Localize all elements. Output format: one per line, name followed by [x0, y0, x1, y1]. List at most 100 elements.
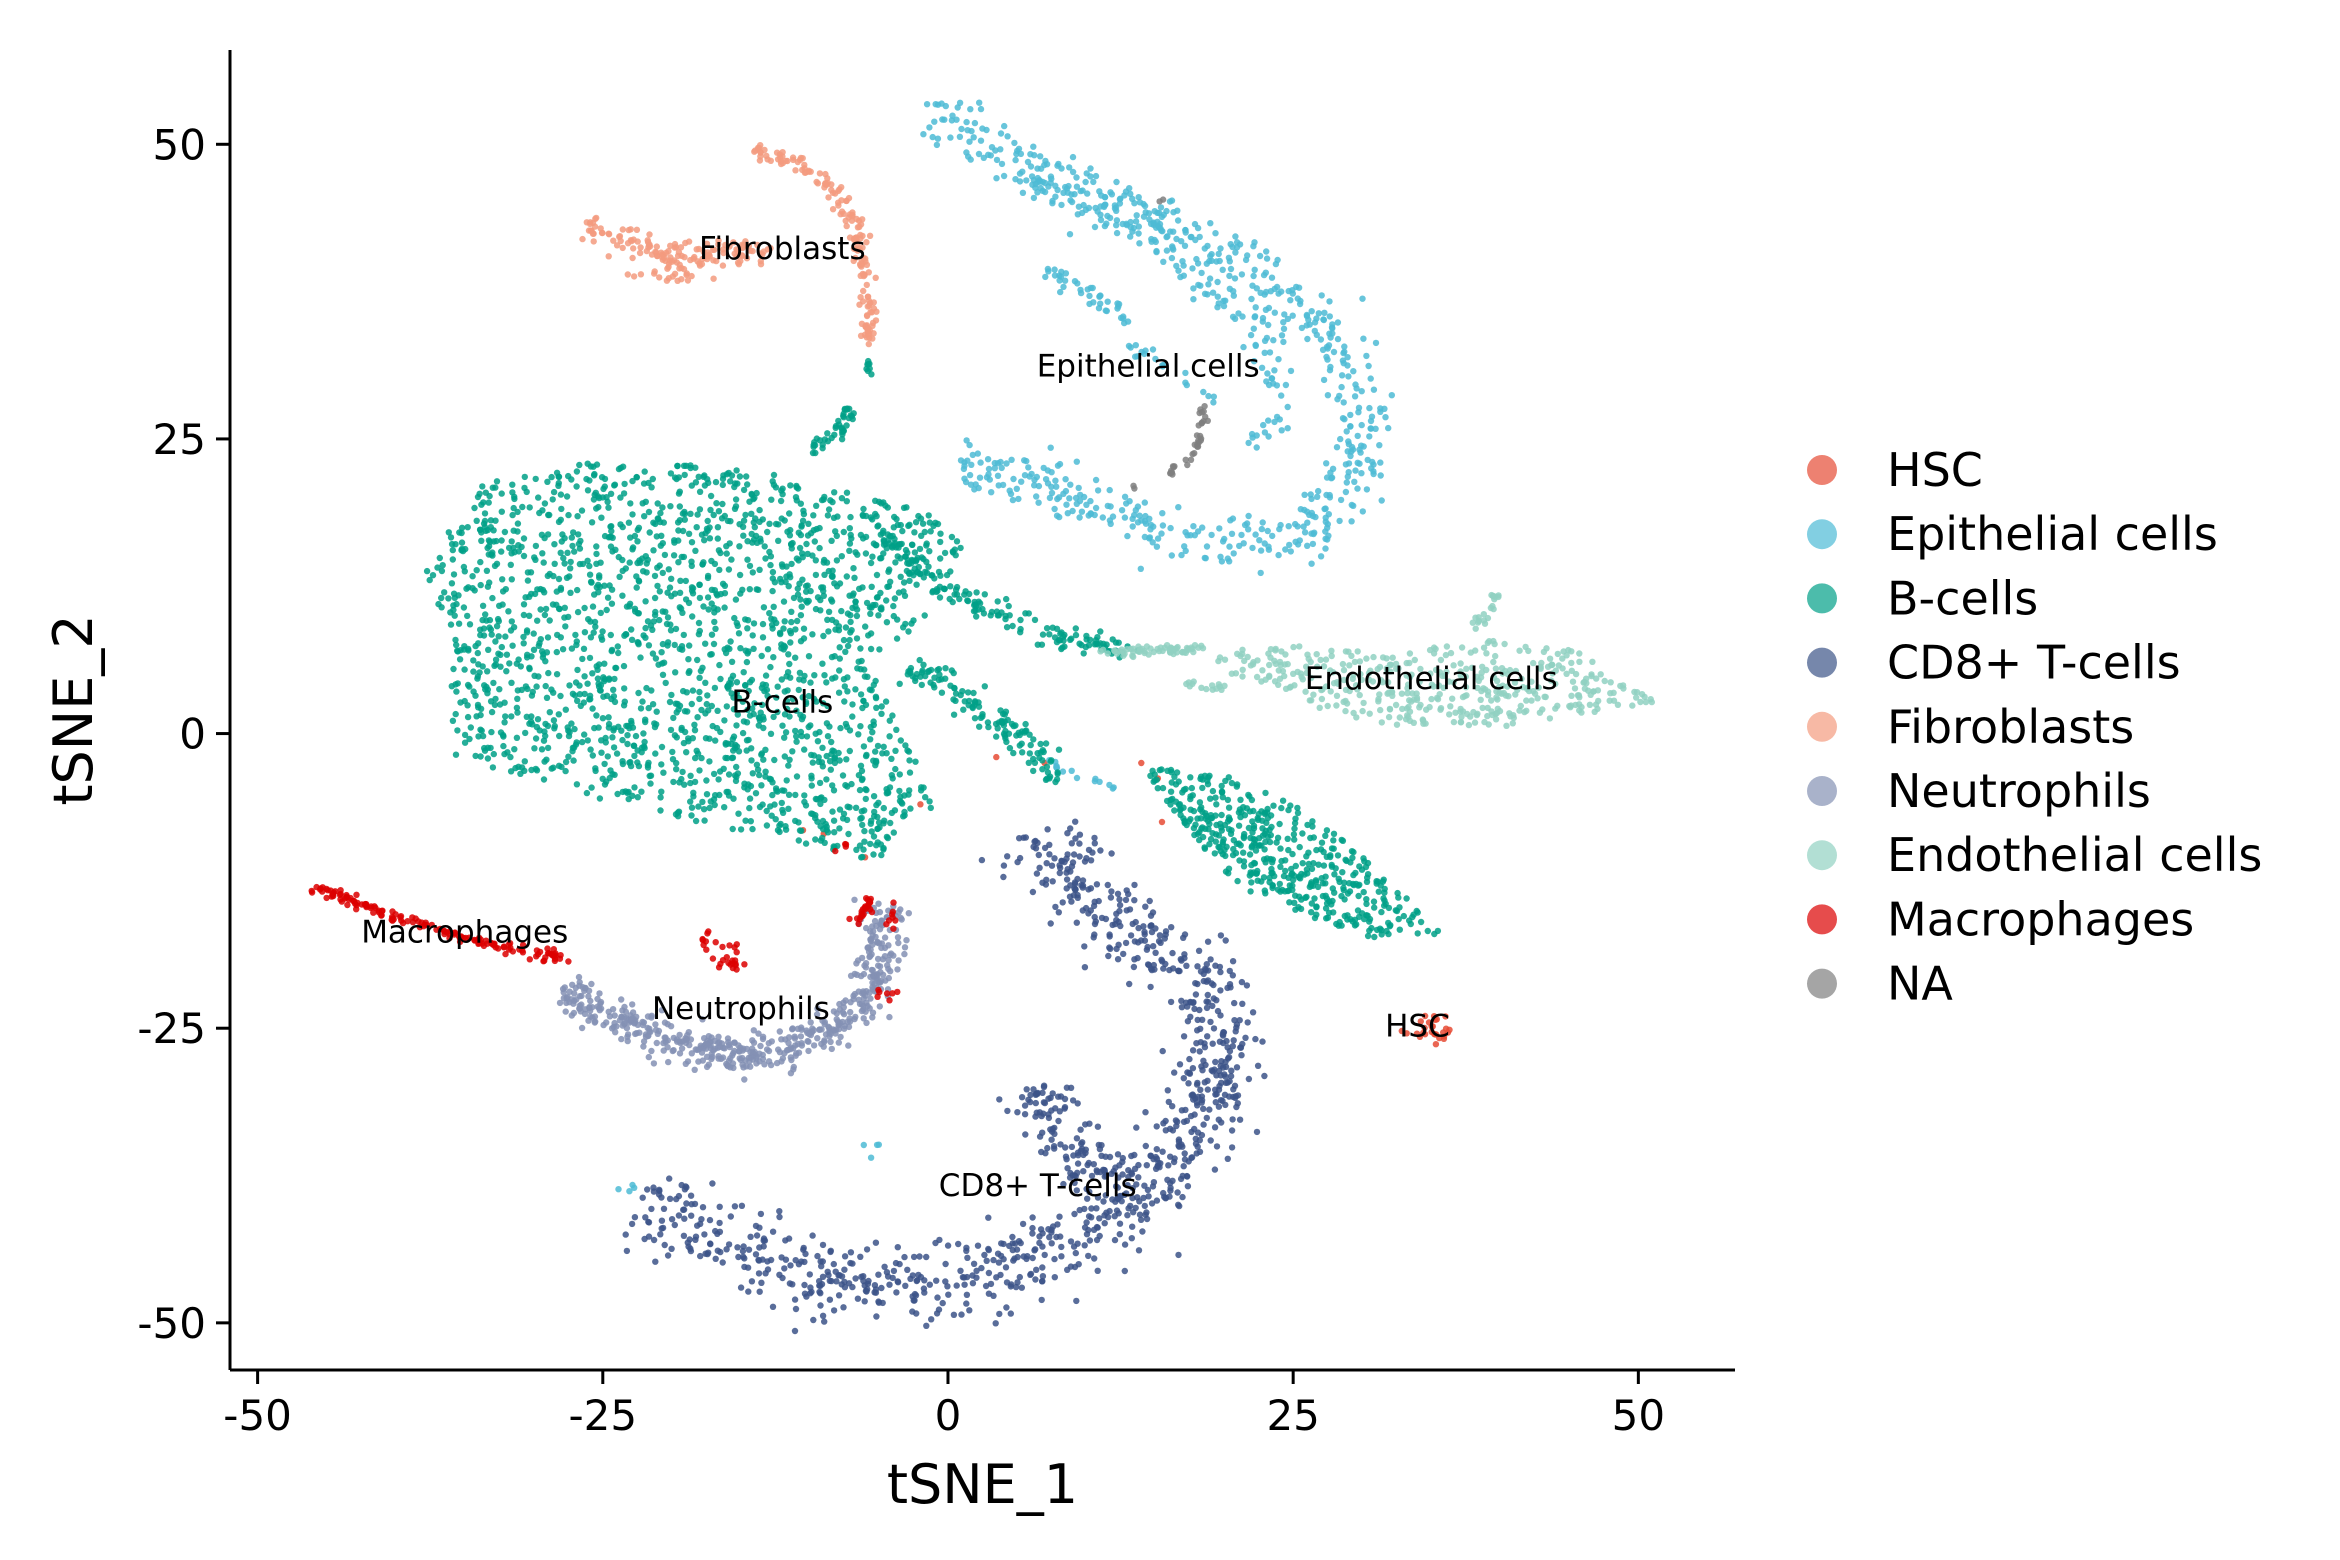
data-point: [1173, 262, 1180, 270]
data-point: [957, 1267, 964, 1275]
data-point: [699, 798, 706, 806]
data-point: [947, 134, 954, 141]
data-point: [436, 554, 443, 562]
data-point: [1278, 857, 1285, 865]
data-point: [604, 594, 612, 601]
data-point: [780, 598, 788, 605]
data-point: [796, 827, 804, 834]
data-point: [803, 540, 810, 548]
data-point: [574, 608, 582, 616]
data-point: [1039, 631, 1047, 638]
data-point: [1371, 904, 1378, 911]
data-point: [883, 597, 890, 604]
data-point: [680, 1232, 688, 1240]
data-point: [1175, 267, 1182, 274]
data-point: [598, 474, 606, 481]
data-point: [713, 724, 721, 732]
data-point: [1082, 1121, 1089, 1128]
data-point: [634, 747, 641, 754]
data-point: [1180, 1163, 1187, 1170]
data-point: [816, 1278, 823, 1285]
data-point: [734, 622, 741, 630]
data-point: [1358, 866, 1366, 873]
data-point: [1366, 918, 1373, 925]
data-point: [858, 767, 866, 775]
data-point: [1120, 950, 1127, 958]
data-point: [1039, 757, 1046, 764]
data-point: [1243, 520, 1251, 527]
data-point: [1039, 766, 1046, 773]
data-point: [1181, 951, 1188, 958]
data-point: [744, 617, 752, 624]
data-point: [1068, 898, 1075, 905]
data-point: [797, 612, 805, 619]
data-point: [711, 684, 719, 692]
data-point: [977, 459, 984, 466]
data-point: [1352, 869, 1359, 877]
data-point: [1123, 500, 1130, 507]
data-point: [488, 728, 495, 736]
data-point: [726, 540, 733, 547]
data-point: [936, 594, 944, 601]
data-point: [633, 226, 641, 233]
data-point: [808, 1288, 815, 1296]
data-point: [1263, 334, 1271, 342]
data-point: [1008, 720, 1016, 728]
data-point: [1358, 421, 1365, 429]
data-point: [791, 1296, 799, 1303]
data-point: [783, 777, 790, 784]
data-point: [555, 473, 562, 480]
data-point: [967, 481, 975, 488]
data-point: [1366, 433, 1373, 440]
data-point: [658, 788, 665, 795]
data-point: [601, 781, 609, 788]
data-point: [1092, 504, 1100, 512]
data-point: [945, 1291, 952, 1298]
data-point: [1330, 348, 1338, 356]
data-point: [622, 1231, 629, 1238]
data-point: [1141, 202, 1149, 210]
data-point: [942, 665, 949, 672]
data-point: [1331, 871, 1338, 878]
data-point: [973, 1274, 980, 1281]
data-point: [817, 1302, 824, 1309]
data-point: [712, 1227, 719, 1235]
data-point: [873, 571, 881, 579]
data-point: [843, 573, 850, 580]
data-point: [1056, 1108, 1064, 1115]
data-point: [870, 681, 877, 689]
data-point: [675, 1212, 683, 1219]
data-point: [521, 758, 528, 765]
data-point: [479, 616, 486, 624]
data-point: [1269, 869, 1276, 877]
data-point: [1033, 493, 1040, 500]
data-point: [1153, 247, 1160, 255]
data-point: [1273, 382, 1281, 389]
data-point: [1071, 880, 1079, 888]
data-point: [1284, 835, 1291, 842]
data-point: [825, 506, 833, 513]
data-point: [675, 527, 682, 534]
data-point: [1340, 399, 1347, 406]
data-point: [783, 697, 791, 705]
data-point: [438, 604, 445, 611]
data-point: [1207, 835, 1215, 843]
data-point: [969, 1280, 977, 1287]
data-point: [843, 222, 850, 230]
data-point: [1010, 475, 1017, 483]
data-point: [730, 733, 738, 740]
data-point: [1240, 343, 1247, 351]
data-point: [505, 608, 512, 615]
data-point: [723, 471, 731, 478]
data-point: [703, 791, 711, 798]
data-point: [555, 711, 562, 718]
data-point: [1030, 143, 1037, 150]
data-point: [687, 772, 694, 779]
data-point: [1028, 470, 1035, 478]
data-point: [991, 459, 998, 467]
data-point: [1349, 854, 1356, 861]
data-point: [1093, 1168, 1101, 1176]
data-point: [1299, 860, 1306, 867]
data-point: [1269, 532, 1276, 540]
data-point: [445, 595, 452, 602]
